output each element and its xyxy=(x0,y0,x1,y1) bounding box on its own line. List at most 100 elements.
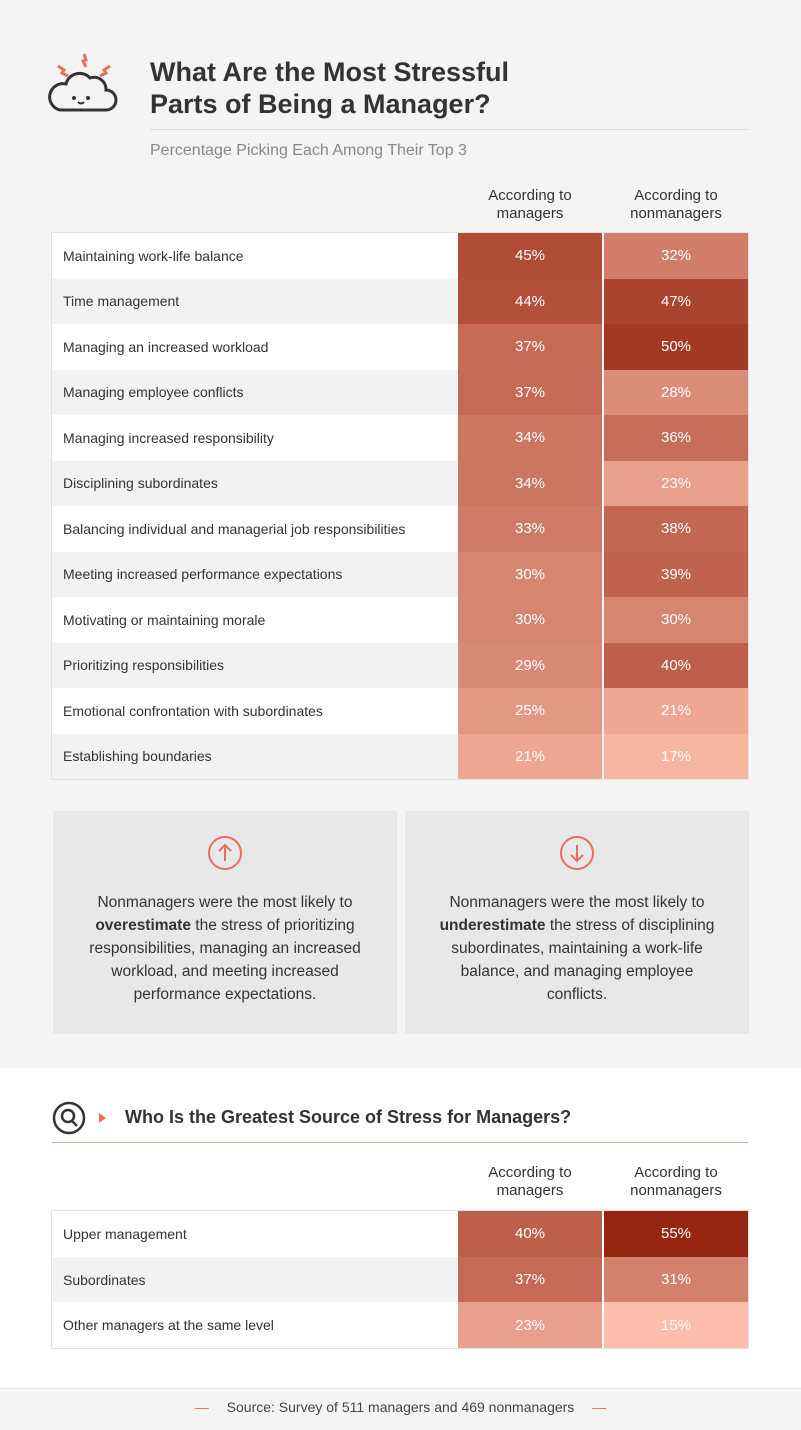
value-cell: 30% xyxy=(458,597,602,643)
value-label: 31% xyxy=(660,1271,692,1289)
row-label: Disciplining subordinates xyxy=(52,460,458,506)
value-cell: 38% xyxy=(604,506,748,552)
title-line: What Are the Most Stressful xyxy=(150,57,510,87)
note-part: the stress of disciplining subordinates,… xyxy=(451,917,715,1003)
note-part: the stress of prioritizing responsibilit… xyxy=(89,917,361,1003)
row-label: Subordinates xyxy=(52,1256,458,1303)
column-header: According to managers xyxy=(488,1164,572,1199)
divider xyxy=(150,129,748,130)
value-cell: 37% xyxy=(458,1256,602,1303)
value-label: 23% xyxy=(514,1316,546,1334)
value-cell: 37% xyxy=(458,324,602,370)
value-label: 38% xyxy=(660,520,692,538)
row-label: Managing an increased workload xyxy=(52,324,458,370)
title-line: Parts of Being a Manager? xyxy=(150,89,491,119)
value-cell: 32% xyxy=(604,233,748,279)
value-cell: 17% xyxy=(604,733,748,779)
note-box: Nonmanagers were the most likely to unde… xyxy=(405,811,749,1034)
search-icon xyxy=(52,1101,86,1135)
value-cell: 34% xyxy=(458,460,602,506)
row-label: Other managers at the same level xyxy=(52,1302,458,1349)
value-label: 39% xyxy=(660,565,692,583)
value-cell: 30% xyxy=(458,551,602,597)
value-label: 29% xyxy=(514,656,546,674)
value-cell: 21% xyxy=(458,733,602,779)
value-cell: 36% xyxy=(604,415,748,461)
note-part: Nonmanagers were the most likely to xyxy=(97,894,353,911)
value-label: 33% xyxy=(514,520,546,538)
column-header: According to nonmanagers xyxy=(630,187,722,222)
value-cell: 55% xyxy=(604,1211,748,1257)
value-label: 30% xyxy=(514,611,546,629)
row-label: Establishing boundaries xyxy=(52,733,458,779)
row-label: Meeting increased performance expectatio… xyxy=(52,551,458,597)
note-text: Nonmanagers were the most likely to unde… xyxy=(435,891,719,1006)
value-label: 47% xyxy=(660,292,692,310)
value-cell: 34% xyxy=(458,415,602,461)
value-cell: 45% xyxy=(458,233,602,279)
value-label: 40% xyxy=(514,1225,546,1243)
value-cell: 31% xyxy=(604,1256,748,1303)
column-header: According to managers xyxy=(488,187,572,222)
value-cell: 21% xyxy=(604,688,748,734)
footer xyxy=(0,1388,801,1430)
value-label: 44% xyxy=(514,292,546,310)
value-label: 34% xyxy=(514,474,546,492)
column-header: According to nonmanagers xyxy=(630,1164,722,1199)
note-part: underestimate xyxy=(439,917,546,934)
value-label: 28% xyxy=(660,383,692,401)
value-label: 37% xyxy=(514,383,546,401)
row-label: Prioritizing responsibilities xyxy=(52,642,458,688)
arrow xyxy=(99,1113,106,1123)
value-label: 15% xyxy=(660,1316,692,1334)
title: What Are the Most Stressful Parts of Bei… xyxy=(150,56,509,120)
value-label: 36% xyxy=(660,429,692,447)
value-cell: 29% xyxy=(458,642,602,688)
value-label: 23% xyxy=(660,474,692,492)
value-cell: 30% xyxy=(604,597,748,643)
subtitle: Percentage Picking Each Among Their Top … xyxy=(150,142,467,159)
value-label: 50% xyxy=(660,338,692,356)
row-label: Managing increased responsibility xyxy=(52,415,458,461)
value-label: 40% xyxy=(660,656,692,674)
value-label: 37% xyxy=(514,338,546,356)
section-title: Who Is the Greatest Source of Stress for… xyxy=(125,1107,572,1127)
arrow-icon xyxy=(208,836,242,870)
note-part: overestimate xyxy=(95,917,191,934)
row-label: Managing employee conflicts xyxy=(52,369,458,415)
value-label: 30% xyxy=(514,565,546,583)
value-label: 32% xyxy=(660,247,692,265)
arrow-icon xyxy=(560,836,594,870)
value-cell: 28% xyxy=(604,369,748,415)
value-cell: 25% xyxy=(458,688,602,734)
value-cell: 50% xyxy=(604,324,748,370)
value-label: 34% xyxy=(514,429,546,447)
value-cell: 23% xyxy=(458,1302,602,1349)
value-cell: 44% xyxy=(458,278,602,324)
value-cell: 37% xyxy=(458,369,602,415)
value-cell: 40% xyxy=(458,1211,602,1257)
row-label: Balancing individual and managerial job … xyxy=(52,506,458,552)
value-label: 21% xyxy=(660,702,692,720)
value-label: 37% xyxy=(514,1271,546,1289)
value-label: 55% xyxy=(660,1225,692,1243)
value-label: 45% xyxy=(514,247,546,265)
divider xyxy=(52,1142,748,1143)
value-label: 17% xyxy=(660,747,692,765)
value-cell: 33% xyxy=(458,506,602,552)
note-text: Nonmanagers were the most likely to over… xyxy=(83,891,367,1006)
footer-line: — Source: Survey of 511 managers and 469… xyxy=(194,1399,607,1415)
value-cell: 40% xyxy=(604,642,748,688)
value-cell: 39% xyxy=(604,551,748,597)
note-box: Nonmanagers were the most likely to over… xyxy=(53,811,397,1034)
row-label: Emotional confrontation with subordinate… xyxy=(52,688,458,734)
row-label: Time management xyxy=(52,278,458,324)
source: Source: Survey of 511 managers and 469 n… xyxy=(226,1399,575,1415)
row-label: Motivating or maintaining morale xyxy=(52,597,458,643)
value-label: 21% xyxy=(514,747,546,765)
value-cell: 47% xyxy=(604,278,748,324)
cloud-icon xyxy=(48,53,118,112)
value-label: 30% xyxy=(660,611,692,629)
note-part: Nonmanagers were the most likely to xyxy=(449,894,705,911)
